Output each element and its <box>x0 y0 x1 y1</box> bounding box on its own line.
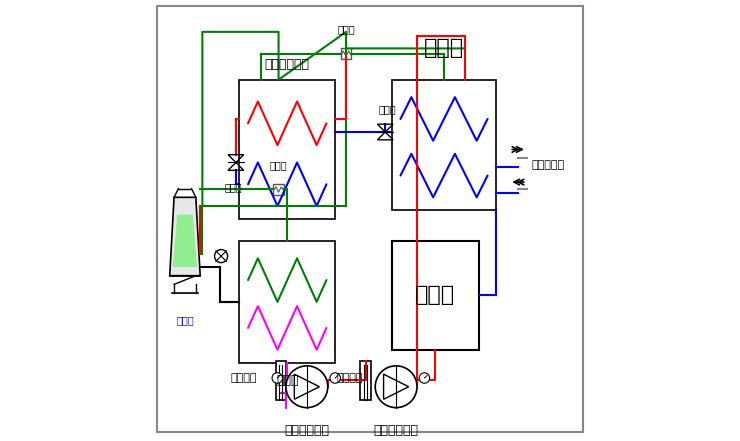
Text: 油分离器: 油分离器 <box>337 373 363 383</box>
Bar <box>360 361 371 400</box>
Bar <box>275 361 286 400</box>
Circle shape <box>419 373 430 383</box>
Polygon shape <box>169 197 201 276</box>
Text: 过滤器: 过滤器 <box>270 160 287 170</box>
Circle shape <box>272 373 283 383</box>
Text: 低温级压缩机: 低温级压缩机 <box>374 424 419 437</box>
Polygon shape <box>172 215 197 267</box>
Bar <box>391 241 479 350</box>
Bar <box>391 80 497 210</box>
Text: 冷却塔: 冷却塔 <box>176 315 194 325</box>
Text: 蒸发器: 蒸发器 <box>424 38 464 58</box>
Text: 蒸发式冷凝器: 蒸发式冷凝器 <box>265 58 310 71</box>
Circle shape <box>286 366 328 407</box>
Text: 冷凝器: 冷凝器 <box>276 374 298 387</box>
Bar <box>273 184 284 195</box>
Text: 油分离器: 油分离器 <box>230 373 257 383</box>
Text: 膨胀罐: 膨胀罐 <box>415 285 455 305</box>
Text: 过滤器: 过滤器 <box>337 24 355 34</box>
Circle shape <box>215 250 228 263</box>
Bar <box>239 241 335 363</box>
Text: 膨胀阀: 膨胀阀 <box>225 182 243 192</box>
Circle shape <box>375 366 417 407</box>
Bar <box>340 48 352 59</box>
Bar <box>239 80 335 219</box>
Text: 酒精进出口: 酒精进出口 <box>531 160 564 170</box>
Text: 高温级压缩机: 高温级压缩机 <box>284 424 329 437</box>
Circle shape <box>330 373 340 383</box>
Text: 膨胀阀: 膨胀阀 <box>379 105 396 115</box>
